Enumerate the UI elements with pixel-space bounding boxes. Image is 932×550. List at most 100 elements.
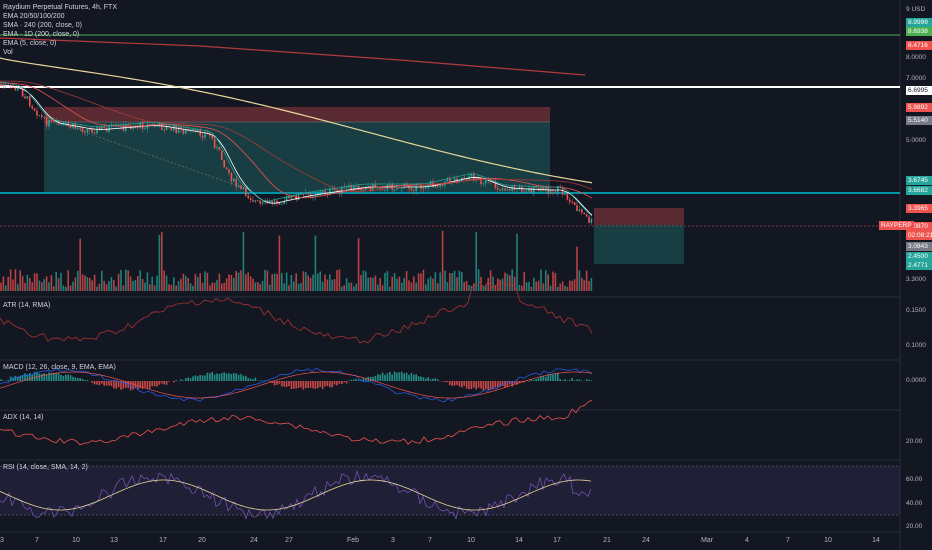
macd-histogram-bar xyxy=(588,379,590,381)
volume-bar xyxy=(369,277,372,291)
volume-bar xyxy=(365,271,367,291)
candle-body xyxy=(396,187,398,190)
macd-histogram-bar xyxy=(578,379,581,381)
volume-bar xyxy=(19,270,21,291)
volume-bar xyxy=(283,283,285,291)
volume-bar xyxy=(132,280,134,291)
adx-line xyxy=(0,399,593,446)
macd-histogram-bar xyxy=(446,381,449,383)
macd-histogram-bar xyxy=(153,381,156,387)
macd-histogram-bar xyxy=(17,376,19,381)
candle-body xyxy=(564,193,566,195)
macd-histogram-bar xyxy=(324,381,326,387)
candle-body xyxy=(91,129,93,133)
candle-body xyxy=(530,188,533,193)
candle-body xyxy=(403,183,405,189)
candle-body xyxy=(101,126,103,130)
volume-bar xyxy=(379,278,381,291)
candle-body xyxy=(367,185,369,188)
legend-volume[interactable]: Vol xyxy=(3,49,13,56)
ema-5-line xyxy=(0,81,593,217)
volume-bar xyxy=(290,274,293,291)
volume-bar xyxy=(230,275,233,291)
volume-bar xyxy=(528,281,530,291)
chart-title[interactable]: Raydium Perpetual Futures, 4h, FTX xyxy=(3,4,117,11)
volume-bar xyxy=(360,274,362,291)
macd-histogram-bar xyxy=(108,381,110,386)
macd-histogram-bar xyxy=(585,379,588,381)
volume-bar xyxy=(477,269,480,291)
volume-bar xyxy=(249,276,252,291)
macd-histogram-bar xyxy=(314,381,317,389)
volume-bar xyxy=(449,273,451,291)
volume-bar xyxy=(475,232,477,291)
volume-bar xyxy=(391,276,393,291)
volume-bar xyxy=(115,286,117,291)
candle-body xyxy=(84,131,86,133)
volume-bar xyxy=(187,278,189,291)
volume-bar xyxy=(511,269,513,291)
volume-bar xyxy=(468,285,470,291)
legend-ema-group[interactable]: EMA 20/50/100/200 xyxy=(3,13,65,20)
macd-histogram-bar xyxy=(369,376,372,381)
candle-body xyxy=(281,203,283,205)
candle-body xyxy=(405,183,408,186)
volume-bar xyxy=(437,283,439,291)
volume-bar xyxy=(45,276,48,291)
volume-bar xyxy=(413,276,415,291)
candle-body xyxy=(386,184,389,190)
rsi-label[interactable]: RSI (14, close, SMA, 14, 2) xyxy=(3,464,88,471)
candle-body xyxy=(127,124,129,126)
volume-bar xyxy=(501,278,504,291)
macd-label[interactable]: MACD (12, 26, close, 9, EMA, EMA) xyxy=(3,364,116,371)
volume-bar xyxy=(165,275,168,291)
candle-body xyxy=(165,126,168,131)
macd-signal-line xyxy=(0,371,593,399)
volume-bar xyxy=(456,277,458,291)
volume-bar xyxy=(571,280,573,291)
macd-histogram-bar xyxy=(29,373,31,381)
legend-sma-240[interactable]: SMA · 240 (200, close, 0) xyxy=(3,22,82,29)
macd-histogram-bar xyxy=(79,378,81,381)
macd-histogram-bar xyxy=(247,377,249,381)
macd-histogram-bar xyxy=(482,381,485,391)
macd-histogram-bar xyxy=(353,379,355,381)
volume-bar xyxy=(79,238,81,291)
macd-histogram-bar xyxy=(444,381,446,383)
macd-histogram-bar xyxy=(98,381,101,386)
volume-bar xyxy=(557,286,559,291)
candle-body xyxy=(55,120,57,122)
macd-histogram-bar xyxy=(105,381,108,386)
volume-bar xyxy=(561,281,564,291)
legend-ema-5[interactable]: EMA (5, close, 0) xyxy=(3,40,57,47)
macd-histogram-bar xyxy=(36,371,38,381)
macd-histogram-bar xyxy=(235,373,237,381)
volume-bar xyxy=(367,277,369,291)
time-axis-label: 24 xyxy=(250,537,258,544)
legend-ema-1d[interactable]: EMA · 1D (200, close, 0) xyxy=(3,31,80,38)
macd-histogram-bar xyxy=(43,373,45,381)
axis-label: 3.3000 xyxy=(906,276,926,283)
volume-bar xyxy=(333,278,336,291)
adx-label[interactable]: ADX (14, 14) xyxy=(3,414,44,421)
candle-body xyxy=(163,129,165,131)
macd-histogram-bar xyxy=(242,375,245,381)
candle-body xyxy=(511,186,513,191)
candle-body xyxy=(67,122,69,126)
macd-histogram-bar xyxy=(470,381,473,390)
candle-body xyxy=(420,183,422,189)
candle-body xyxy=(362,190,365,191)
symbol-tag[interactable]: RAYPERP xyxy=(879,221,914,230)
macd-histogram-bar xyxy=(417,376,420,381)
macd-histogram-bar xyxy=(156,381,158,387)
macd-histogram-bar xyxy=(297,381,300,389)
macd-histogram-bar xyxy=(389,371,391,381)
candle-body xyxy=(480,177,482,184)
volume-bar xyxy=(21,276,24,291)
macd-histogram-bar xyxy=(48,372,50,381)
macd-histogram-bar xyxy=(552,374,554,381)
atr-label[interactable]: ATR (14, RMA) xyxy=(3,302,51,309)
price-axis[interactable]: 9 USD 8.0000 7.0000 5.0000 3.3000 0.1500… xyxy=(900,0,932,550)
